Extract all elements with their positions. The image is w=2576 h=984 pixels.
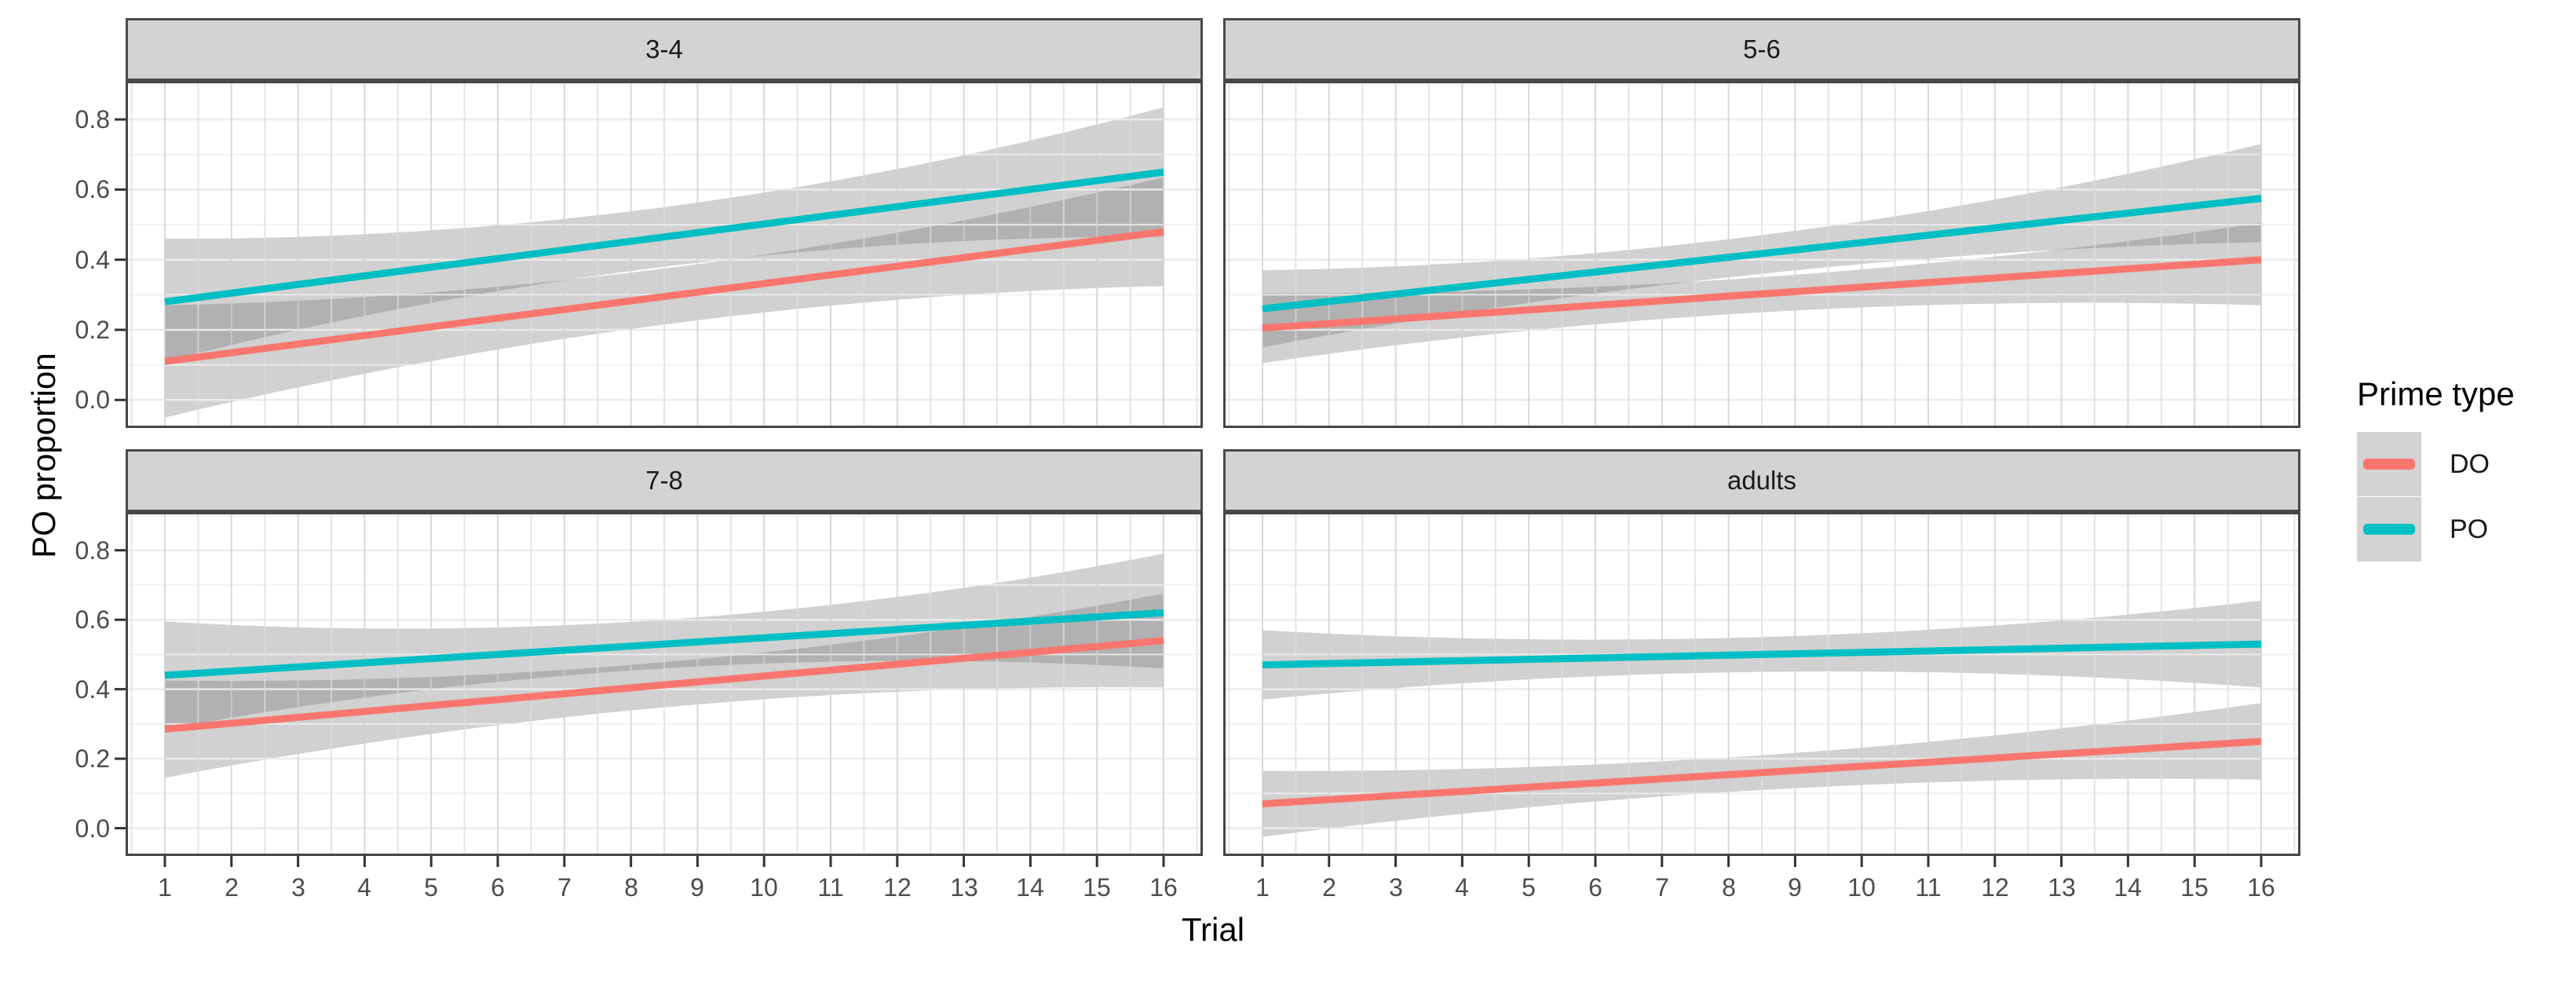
x-tick-label: 3	[1389, 873, 1403, 902]
y-tick-label: 0.2	[75, 316, 110, 344]
facet-strip-3-4: 3-4	[126, 18, 1203, 81]
x-tick-label: 5	[1522, 873, 1536, 902]
facet-panel-7-8	[115, 512, 1203, 867]
x-tick-label: 7	[1655, 873, 1669, 902]
x-tick-label: 4	[1455, 873, 1469, 902]
panel-border	[1223, 81, 2300, 428]
x-tick-label: 3	[291, 873, 305, 902]
po-line-swatch	[2363, 524, 2415, 535]
y-tick-label: 0.8	[75, 105, 110, 134]
y-tick-label: 0.6	[75, 175, 110, 203]
facet-panel-adults	[1223, 512, 2300, 867]
x-tick-label: 14	[1016, 873, 1044, 902]
legend-label-do: DO	[2450, 448, 2490, 479]
x-tick-label: 10	[1847, 873, 1876, 902]
facet-strip-5-6: 5-6	[1223, 18, 2300, 81]
fit-line-DO	[1262, 256, 2262, 332]
x-tick-label: 16	[1149, 873, 1178, 902]
x-tick-label: 2	[225, 873, 239, 902]
y-tick-label: 0.0	[75, 386, 110, 414]
x-tick-label: 16	[2247, 873, 2275, 902]
facet-label: 7-8	[645, 466, 683, 495]
fit-line-PO	[1262, 640, 2262, 669]
y-tick-label: 0.4	[75, 675, 110, 704]
fit-line-DO	[164, 228, 1164, 365]
fit-line-PO	[164, 168, 1164, 305]
x-axis-title: Trial	[1181, 911, 1245, 948]
panel-border	[126, 81, 1203, 428]
facet-strip-adults: adults	[1223, 449, 2300, 512]
x-tick-label: 8	[1722, 873, 1736, 902]
x-tick-label: 15	[2180, 873, 2209, 902]
fit-line-PO	[164, 609, 1164, 679]
y-tick-label: 0.2	[75, 744, 110, 773]
x-tick-label: 10	[750, 873, 778, 902]
y-tick-label: 0.8	[75, 536, 110, 565]
x-tick-label: 11	[817, 873, 844, 902]
x-tick-label: 4	[357, 873, 371, 902]
facet-strip-7-8: 7-8	[126, 449, 1203, 512]
x-tick-label: 2	[1322, 873, 1336, 902]
facet-panel-3-4	[115, 81, 1203, 428]
fit-line-DO	[164, 637, 1164, 733]
facet-label: 5-6	[1743, 35, 1781, 64]
x-tick-label: 7	[557, 873, 572, 902]
y-tick-label: 0.6	[75, 605, 110, 634]
panel-border	[1223, 512, 2300, 856]
x-tick-label: 6	[491, 873, 505, 902]
x-tick-label: 9	[1788, 873, 1802, 902]
x-tick-label: 12	[883, 873, 912, 902]
x-tick-label: 12	[1981, 873, 2009, 902]
x-tick-label: 5	[424, 873, 438, 902]
x-tick-label: 14	[2114, 873, 2142, 902]
facet-panel-5-6	[1223, 81, 2300, 428]
y-axis-title: PO proportion	[25, 353, 62, 558]
x-tick-label: 15	[1083, 873, 1111, 902]
facet-label: 3-4	[645, 35, 683, 64]
do-line-swatch	[2363, 459, 2415, 470]
y-tick-label: 0.4	[75, 246, 110, 274]
x-tick-label: 8	[624, 873, 638, 902]
y-tick-label: 0.0	[75, 814, 110, 843]
x-tick-label: 11	[1915, 873, 1942, 902]
legend-key-po	[2357, 497, 2421, 562]
legend-title: Prime type	[2357, 375, 2515, 412]
x-tick-label: 6	[1588, 873, 1602, 902]
legend-key-do	[2357, 432, 2421, 496]
x-tick-label: 13	[950, 873, 978, 902]
fit-line-DO	[1262, 737, 2262, 808]
x-tick-label: 1	[158, 873, 172, 902]
x-tick-label: 13	[2048, 873, 2076, 902]
facet-label: adults	[1726, 466, 1797, 495]
x-tick-label: 1	[1255, 873, 1270, 902]
panel-border	[126, 512, 1203, 856]
legend-label-po: PO	[2450, 514, 2489, 544]
x-tick-label: 9	[690, 873, 704, 902]
fit-line-PO	[1262, 195, 2262, 313]
